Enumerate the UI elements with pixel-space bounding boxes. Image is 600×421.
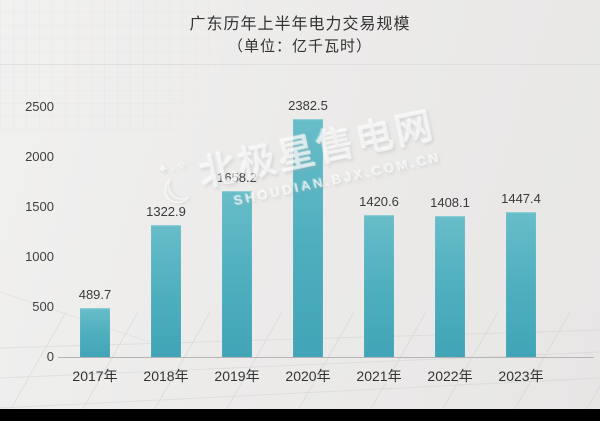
bar-value-label: 489.7 bbox=[78, 287, 112, 303]
x-axis-category-label: 2019年 bbox=[214, 368, 260, 384]
x-axis-category-label: 2020年 bbox=[285, 368, 331, 384]
bar-value-label: 1420.6 bbox=[359, 193, 399, 209]
background-edge-line bbox=[0, 64, 600, 65]
bar-value-label: 1408.1 bbox=[430, 195, 470, 211]
bar bbox=[293, 118, 323, 357]
chart-title: 广东历年上半年电力交易规模 bbox=[189, 16, 411, 33]
x-axis-category-label: 2018年 bbox=[143, 368, 189, 384]
y-axis-tick-label: 0 bbox=[46, 349, 54, 364]
bar bbox=[80, 308, 110, 357]
x-axis-category-label: 2017年 bbox=[72, 368, 118, 384]
wall-tile-texture bbox=[0, 0, 265, 130]
bar-value-label: 1447.4 bbox=[501, 191, 541, 207]
bar bbox=[151, 224, 181, 357]
bar bbox=[506, 212, 536, 357]
x-axis-category-label: 2023年 bbox=[498, 368, 544, 384]
x-axis-category-label: 2022年 bbox=[427, 368, 473, 384]
y-axis-tick-label: 1500 bbox=[25, 199, 54, 214]
bar bbox=[364, 214, 394, 357]
bar-value-label: 1322.9 bbox=[146, 203, 186, 219]
y-axis-tick-label: 2500 bbox=[25, 99, 54, 114]
bar bbox=[435, 216, 465, 357]
x-axis-category-label: 2021年 bbox=[356, 368, 402, 384]
title-block: 广东历年上半年电力交易规模 （单位：亿千瓦时） bbox=[0, 13, 600, 58]
chart-subtitle: （单位：亿千瓦时） bbox=[227, 38, 372, 55]
bottom-black-strip bbox=[0, 409, 600, 421]
bar bbox=[222, 191, 252, 357]
x-axis-line bbox=[58, 357, 594, 358]
y-axis-tick-label: 1000 bbox=[25, 249, 54, 264]
bar-value-label: 2382.5 bbox=[288, 97, 328, 113]
y-axis-tick-label: 2000 bbox=[25, 149, 54, 164]
y-axis-tick-label: 500 bbox=[32, 299, 54, 314]
bar-value-label: 1658.2 bbox=[217, 170, 257, 186]
